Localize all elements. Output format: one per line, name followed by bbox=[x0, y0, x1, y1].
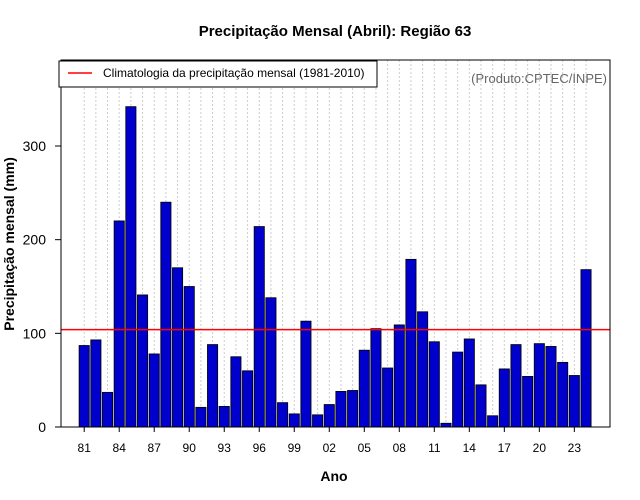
y-tick-label: 300 bbox=[23, 138, 47, 154]
x-tick-label: 17 bbox=[498, 441, 512, 455]
bar-2007 bbox=[382, 367, 394, 428]
bar-1997 bbox=[265, 297, 277, 428]
x-axis-title: Ano bbox=[320, 468, 347, 484]
bar-1984 bbox=[113, 220, 125, 428]
bar-2023 bbox=[568, 375, 580, 428]
bar-2022 bbox=[557, 361, 569, 428]
bar-2016 bbox=[487, 415, 499, 428]
bar-2020 bbox=[533, 343, 545, 428]
bar-1990 bbox=[183, 286, 195, 428]
bar-2014 bbox=[463, 338, 475, 428]
x-tick-label: 93 bbox=[218, 441, 232, 455]
x-tick-label: 02 bbox=[323, 441, 337, 455]
bar-2000 bbox=[300, 320, 312, 428]
bar-2019 bbox=[522, 376, 534, 428]
y-axis: 0 100 200 300 bbox=[23, 138, 61, 435]
bar-2009 bbox=[405, 258, 417, 428]
x-tick-label: 84 bbox=[113, 441, 127, 455]
bar-1987 bbox=[148, 353, 160, 428]
bar-2004 bbox=[347, 390, 359, 428]
y-axis-title: Precipitação mensal (mm) bbox=[1, 157, 17, 331]
bar-2011 bbox=[428, 341, 440, 428]
legend: Climatologia da precipitação mensal (198… bbox=[58, 60, 378, 88]
bar-1998 bbox=[277, 402, 289, 428]
bar-2013 bbox=[452, 351, 464, 428]
bar-1986 bbox=[137, 294, 149, 428]
bar-1988 bbox=[160, 201, 172, 428]
bar-2001 bbox=[312, 414, 324, 428]
bar-1995 bbox=[242, 370, 254, 428]
x-tick-label: 11 bbox=[428, 441, 441, 455]
legend-label: Climatologia da precipitação mensal (198… bbox=[103, 66, 364, 80]
chart-title: Precipitação Mensal (Abril): Região 63 bbox=[199, 23, 472, 40]
x-tick-label: 08 bbox=[393, 441, 407, 455]
x-tick-label: 14 bbox=[463, 441, 477, 455]
bar-2024 bbox=[580, 269, 592, 428]
bar-1983 bbox=[102, 391, 114, 428]
x-tick-label: 87 bbox=[148, 441, 162, 455]
bar-2005 bbox=[358, 349, 370, 428]
y-tick-label: 100 bbox=[23, 325, 47, 341]
bar-2021 bbox=[545, 346, 557, 428]
y-tick-label: 200 bbox=[23, 232, 47, 248]
x-tick-label: 05 bbox=[358, 441, 372, 455]
y-tick-label: 0 bbox=[38, 419, 46, 435]
bar-1982 bbox=[90, 339, 102, 428]
bar-2008 bbox=[393, 324, 405, 428]
bar-2018 bbox=[510, 344, 522, 428]
bar-1999 bbox=[288, 413, 300, 428]
x-tick-label: 81 bbox=[78, 441, 92, 455]
x-axis: 81 84 87 90 93 96 99 02 05 08 11 14 17 20 23 bbox=[78, 427, 582, 455]
x-tick-label: 20 bbox=[533, 441, 547, 455]
bars bbox=[78, 106, 592, 428]
x-tick-label: 99 bbox=[288, 441, 302, 455]
bar-1989 bbox=[172, 267, 184, 428]
bar-1981 bbox=[78, 345, 90, 428]
bar-1992 bbox=[207, 344, 219, 428]
bar-1993 bbox=[218, 405, 230, 428]
bar-2015 bbox=[475, 384, 487, 428]
bar-2003 bbox=[335, 391, 347, 428]
bar-2017 bbox=[498, 368, 510, 428]
legend-box bbox=[58, 60, 378, 88]
credit-text: (Produto:CPTEC/INPE) bbox=[471, 71, 607, 86]
x-tick-label: 90 bbox=[183, 441, 197, 455]
bar-1991 bbox=[195, 406, 207, 428]
x-tick-label: 96 bbox=[253, 441, 267, 455]
bar-2012 bbox=[440, 422, 452, 428]
bar-2002 bbox=[323, 404, 335, 428]
bar-1996 bbox=[253, 226, 265, 428]
bar-2006 bbox=[370, 328, 382, 428]
bar-1994 bbox=[230, 356, 242, 428]
bar-1985 bbox=[125, 106, 137, 428]
x-tick-label: 23 bbox=[568, 441, 582, 455]
plot-frame bbox=[60, 59, 611, 428]
